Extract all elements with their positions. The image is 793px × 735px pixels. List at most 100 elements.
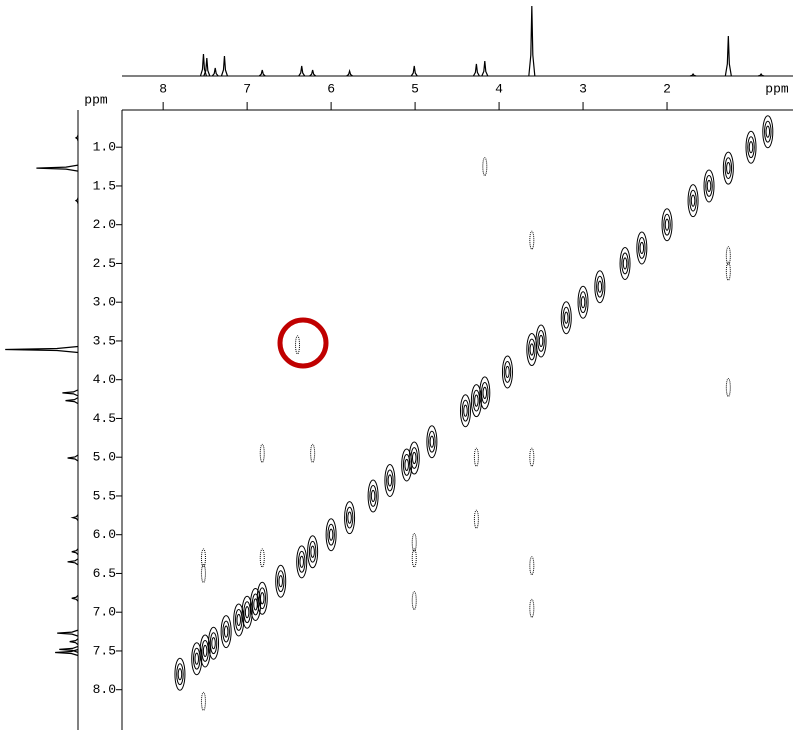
cross-peak [411, 548, 417, 568]
left-spectrum-peak [67, 558, 79, 566]
diagonal-peak [174, 657, 186, 691]
diagonal-peak [560, 301, 572, 335]
left-spectrum-peak [5, 345, 79, 354]
diagonal-peak [386, 469, 394, 492]
diagonal-peak [474, 394, 479, 407]
diagonal-peak [663, 213, 671, 236]
top-spectrum-peak [757, 72, 765, 77]
diagonal-peak [325, 518, 337, 552]
diagonal-peak [705, 175, 713, 197]
diagonal-peak [622, 257, 628, 270]
top-spectrum-peak [258, 69, 266, 77]
y-tick-label: 5.5 [93, 488, 116, 503]
diagonal-peak [621, 252, 629, 275]
top-spectrum-peak [203, 57, 211, 77]
diagonal-peak [747, 136, 755, 159]
left-spectrum-peak [62, 389, 79, 397]
diagonal-peak [594, 270, 606, 304]
cross-peak [411, 532, 417, 552]
y-tick-label: 7.0 [93, 605, 116, 620]
diagonal-peak [369, 485, 377, 507]
diagonal-peak [347, 511, 352, 524]
diagonal-peak [479, 376, 491, 410]
x-tick-label: 5 [411, 81, 419, 96]
cross-peak [529, 230, 535, 250]
diagonal-peak [748, 141, 754, 154]
top-spectrum-peak [481, 60, 489, 77]
diagonal-peak [251, 593, 260, 616]
y-tick-label: 1.0 [93, 140, 116, 155]
diagonal-peak [258, 587, 266, 610]
diagonal-peak [297, 550, 306, 573]
cross-peak [200, 691, 206, 711]
diagonal-peak [529, 343, 535, 356]
diagonal-peak [535, 324, 547, 358]
cross-peak [725, 377, 731, 397]
diagonal-peak [259, 592, 265, 605]
diagonal-peak [275, 564, 287, 598]
diagonal-peak [310, 545, 315, 558]
diagonal-peak [661, 208, 673, 242]
y-tick-label: 6.5 [93, 566, 116, 581]
top-spectrum-peak [689, 72, 697, 77]
diagonal-peak [472, 389, 481, 412]
top-spectrum-peak [724, 35, 732, 77]
y-tick-label: 2.5 [93, 256, 116, 271]
cross-peak [200, 563, 206, 583]
y-tick-label: 1.5 [93, 178, 116, 193]
diagonal-peak [208, 626, 220, 660]
diagonal-peak [580, 296, 586, 309]
diagonal-peak [428, 430, 436, 453]
diagonal-peak [408, 441, 420, 475]
diagonal-peak [344, 501, 356, 535]
diagonal-peak [278, 575, 283, 588]
diagonal-peak [596, 275, 604, 298]
diagonal-peak [429, 435, 435, 448]
diagonal-peak [194, 652, 199, 665]
y-tick-label: 3.0 [93, 295, 116, 310]
diagonal-peak [256, 581, 268, 615]
diagonal-peak [579, 291, 587, 314]
diagonal-peak [765, 125, 771, 138]
diagonal-peak [327, 523, 335, 546]
diagonal-peak [296, 545, 308, 579]
top-spectrum-peak [528, 5, 536, 77]
diagonal-peak [243, 601, 251, 624]
diagonal-peak [308, 540, 317, 563]
diagonal-peak [564, 311, 569, 324]
top-spectrum-peak [346, 68, 353, 77]
y-tick-label: 5.0 [93, 450, 116, 465]
diagonal-peak [503, 361, 512, 383]
diagonal-peak [222, 620, 230, 643]
cross-peak [529, 447, 535, 467]
top-spectrum-peak [309, 69, 317, 77]
diagonal-peak [481, 381, 489, 404]
cross-peak [529, 598, 535, 618]
left-spectrum-peak [71, 594, 79, 602]
x-tick-label: 8 [159, 81, 167, 96]
top-spectrum-peak [298, 65, 306, 77]
diagonal-peak [505, 365, 510, 379]
diagonal-peak [412, 451, 417, 465]
y-tick-label: 7.5 [93, 643, 116, 658]
cross-peak [259, 443, 265, 463]
diagonal-peak [384, 463, 396, 497]
diagonal-peak [236, 613, 241, 627]
diagonal-peak [328, 528, 334, 541]
diagonal-peak [501, 355, 513, 389]
diagonal-peak [639, 241, 645, 255]
diagonal-peak [538, 334, 544, 348]
cross-peak [473, 509, 479, 529]
y-tick-label: 8.0 [93, 682, 116, 697]
diagonal-peak [597, 280, 603, 293]
diagonal-peak [191, 642, 203, 676]
left-spectrum-peak [69, 638, 79, 646]
diagonal-peak [199, 634, 211, 668]
diagonal-peak [307, 535, 319, 569]
diagonal-peak [463, 404, 468, 417]
diagonal-peak [234, 609, 243, 631]
cross-peak [725, 261, 731, 281]
cross-peak [200, 548, 206, 568]
diagonal-peak [724, 157, 733, 180]
diagonal-peak [537, 330, 545, 352]
